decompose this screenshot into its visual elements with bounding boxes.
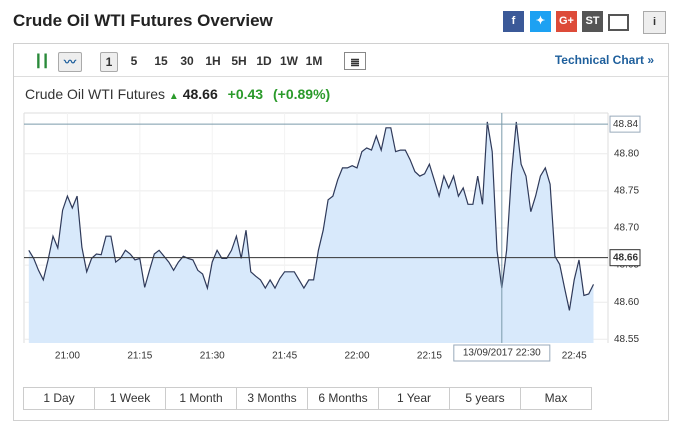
x-tick-label: 22:00	[345, 351, 370, 362]
range-button[interactable]: 5 years	[449, 387, 521, 410]
range-button[interactable]: 3 Months	[236, 387, 308, 410]
time-label-box	[453, 344, 551, 362]
table-icon[interactable]: ≣	[344, 52, 366, 70]
y-tick-label: 48.70	[614, 223, 639, 234]
instrument: Crude Oil WTI Futures	[25, 86, 166, 102]
facebook-icon[interactable]: f	[503, 11, 524, 32]
range-button[interactable]: 1 Month	[165, 387, 237, 410]
interval-button[interactable]: 15	[154, 54, 168, 68]
range-button[interactable]: 1 Week	[94, 387, 166, 410]
interval-button[interactable]: 5	[130, 54, 138, 68]
x-tick-label: 21:15	[127, 351, 152, 362]
range-button[interactable]: 1 Year	[378, 387, 450, 410]
change-pct: (+0.89%)	[272, 86, 331, 102]
info-icon[interactable]: i	[643, 11, 666, 34]
change: +0.43	[227, 86, 264, 102]
x-tick-label: 22:45	[562, 351, 587, 362]
widget-box	[13, 43, 669, 421]
range-button[interactable]: 1 Day	[23, 387, 95, 410]
quote-line: Crude Oil WTI Futures ▲ 48.66 +0.43 (+0.…	[25, 86, 330, 102]
technical-chart-link[interactable]: Technical Chart »	[554, 53, 654, 67]
y-tick-label: 48.80	[614, 148, 639, 159]
crosshair-label-box	[609, 115, 641, 133]
y-tick-label: 48.60	[614, 297, 639, 308]
toolbar: ┃┃ 〰 ≣ Technical Chart » 1 5 15 30 1H 5H 1D 1W 1…	[14, 44, 668, 77]
y-tick-label: 48.55	[614, 334, 639, 345]
gplus-icon[interactable]: G+	[556, 11, 577, 32]
last-price-label: 48.66	[613, 252, 638, 263]
stocktwits-icon[interactable]: ST	[582, 11, 603, 32]
area-fill	[28, 121, 594, 344]
price: 48.66	[182, 86, 218, 102]
interval-button[interactable]: 1H	[205, 54, 221, 68]
twitter-icon[interactable]: ✦	[530, 11, 551, 32]
page-title: Crude Oil WTI Futures Overview	[13, 11, 273, 30]
x-tick-label: 21:30	[200, 351, 225, 362]
interval-button[interactable]: 1W	[280, 54, 298, 68]
interval-button[interactable]: 1	[100, 52, 118, 72]
interval-button[interactable]: 1M	[305, 54, 323, 68]
interval-button[interactable]: 5H	[231, 54, 247, 68]
crosshair-label: 48.84	[613, 119, 638, 130]
x-tick-label: 21:45	[272, 351, 297, 362]
candle-icon[interactable]: ┃┃	[34, 54, 50, 68]
x-tick-label: 21:00	[55, 351, 80, 362]
interval-button[interactable]: 1D	[256, 54, 272, 68]
up-arrow: ▲	[168, 91, 179, 102]
interval-button[interactable]: 30	[180, 54, 194, 68]
range-bar: 1 Day 1 Week 1 Month 3 Months 6 Months 1 Year…	[23, 387, 592, 410]
mail-icon[interactable]	[608, 14, 629, 31]
time-label: 13/09/2017 22:30	[463, 348, 541, 359]
price-line	[28, 121, 595, 311]
y-tick-label: 48.75	[614, 186, 639, 197]
line-icon[interactable]: 〰	[58, 52, 82, 72]
last-price-box	[609, 249, 641, 267]
range-button[interactable]: 6 Months	[307, 387, 379, 410]
x-tick-label: 22:15	[417, 351, 442, 362]
range-button[interactable]: Max	[520, 387, 592, 410]
